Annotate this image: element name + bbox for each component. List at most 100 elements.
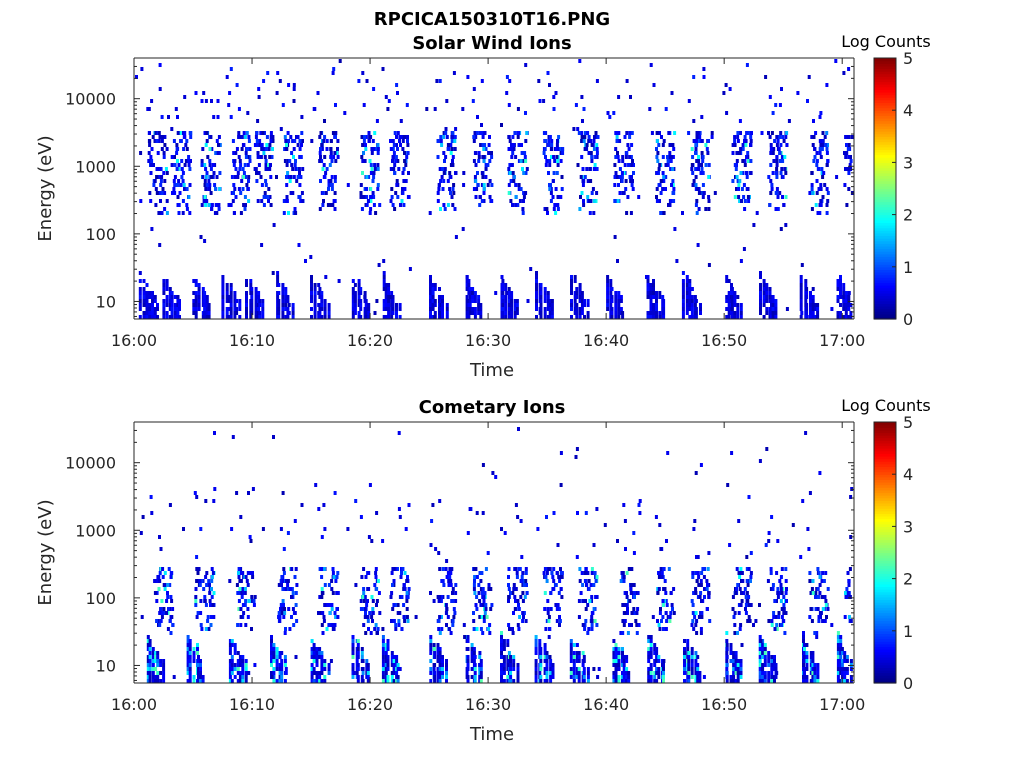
spectrogram-cell (694, 143, 698, 147)
spectrogram-cell (811, 655, 815, 659)
spectrogram-cell (248, 159, 252, 163)
spectrogram-cell (490, 603, 494, 607)
spectrogram-cell (692, 591, 696, 595)
spectrogram-cell (158, 243, 162, 247)
spectrogram-cell (323, 663, 327, 667)
spectrogram-cell (850, 135, 854, 139)
spectrogram-cell (784, 171, 788, 175)
spectrogram-cell (649, 647, 653, 651)
spectrogram-cell (277, 291, 281, 295)
spectrogram-cell (479, 627, 483, 631)
spectrogram-cell (197, 675, 200, 679)
spectrogram-cell (622, 655, 626, 659)
spectrogram-cell (233, 307, 237, 311)
spectrogram-cell (466, 667, 470, 671)
spectrogram-cell (217, 203, 221, 207)
spectrogram-cell (710, 131, 714, 135)
spectrogram-cell (320, 623, 324, 627)
spectrogram-cell (690, 675, 694, 679)
spectrogram-cell (465, 295, 469, 299)
spectrogram-cell (159, 671, 163, 675)
spectrogram-cell (228, 667, 232, 671)
spectrogram-cell (447, 579, 451, 583)
spectrogram-cell (395, 135, 398, 139)
spectrogram-cell (621, 651, 624, 655)
spectrogram-cell (337, 279, 341, 283)
spectrogram-cell (746, 195, 750, 199)
spectrogram-cell (283, 611, 287, 615)
spectrogram-cell (758, 655, 762, 659)
spectrogram-cell (590, 611, 594, 615)
spectrogram-cell (159, 183, 163, 187)
spectrogram-cell (707, 591, 711, 595)
spectrogram-cell (512, 583, 516, 587)
spectrogram-cell (177, 179, 181, 183)
spectrogram-cell (836, 679, 840, 683)
spectrogram-cell (451, 587, 455, 591)
spectrogram-cell (286, 171, 290, 175)
spectrogram-cell (399, 203, 402, 207)
spectrogram-cell (517, 159, 521, 163)
spectrogram-cell (508, 627, 511, 631)
spectrogram-cell (185, 187, 189, 191)
spectrogram-cell (733, 311, 737, 315)
spectrogram-cell (437, 187, 441, 191)
spectrogram-cell (275, 647, 279, 651)
spectrogram-cell (275, 667, 279, 671)
spectrogram-cell (260, 147, 264, 151)
spectrogram-cell (637, 195, 641, 199)
spectrogram-cell (613, 199, 617, 203)
spectrogram-cell (225, 315, 229, 319)
spectrogram-cell (734, 651, 738, 655)
spectrogram-cell (745, 175, 749, 179)
spectrogram-cell (539, 655, 543, 659)
spectrogram-cell (290, 151, 294, 155)
spectrogram-cell (239, 515, 243, 519)
spectrogram-cell (548, 187, 552, 191)
spectrogram-cell (213, 211, 217, 215)
spectrogram-cell (240, 179, 244, 183)
spectrogram-cell (821, 175, 825, 179)
spectrogram-cell (256, 171, 260, 175)
spectrogram-cell (707, 263, 711, 267)
spectrogram-cell (242, 591, 246, 595)
spectrogram-cell (365, 203, 369, 207)
spectrogram-cell (384, 675, 388, 679)
spectrogram-cell (843, 615, 847, 619)
spectrogram-cell (331, 591, 335, 595)
spectrogram-cell (359, 291, 363, 295)
spectrogram-cell (317, 507, 321, 511)
spectrogram-cell (291, 167, 295, 171)
spectrogram-cell (221, 291, 225, 295)
spectrogram-cell (821, 571, 825, 575)
spectrogram-cell (284, 139, 288, 143)
spectrogram-cell (577, 599, 581, 603)
spectrogram-cell (507, 307, 511, 311)
spectrogram-cell (194, 587, 198, 591)
colorbar-segment (874, 146, 896, 150)
spectrogram-cell (334, 135, 337, 139)
spectrogram-cell (181, 179, 185, 183)
spectrogram-cell (482, 599, 486, 603)
spectrogram-cell (279, 607, 282, 611)
spectrogram-cell (207, 627, 211, 631)
spectrogram-cell (671, 191, 675, 195)
spectrogram-cell (366, 667, 370, 671)
spectrogram-cell (351, 635, 355, 639)
spectrogram-cell (369, 195, 373, 199)
spectrogram-cell (444, 567, 448, 571)
spectrogram-cell (168, 583, 172, 587)
spectrogram-cell (781, 175, 785, 179)
spectrogram-cell (363, 135, 366, 139)
spectrogram-cell (817, 615, 821, 619)
spectrogram-cell (238, 303, 242, 307)
spectrogram-cell (658, 183, 662, 187)
spectrogram-cell (546, 299, 550, 303)
spectrogram-cell (376, 151, 380, 155)
spectrogram-cell (732, 679, 736, 683)
spectrogram-cell (551, 179, 555, 183)
colorbar-tick-label: 5 (903, 49, 913, 68)
spectrogram-cell (203, 595, 207, 599)
spectrogram-cell (823, 619, 827, 623)
spectrogram-cell (550, 571, 554, 575)
